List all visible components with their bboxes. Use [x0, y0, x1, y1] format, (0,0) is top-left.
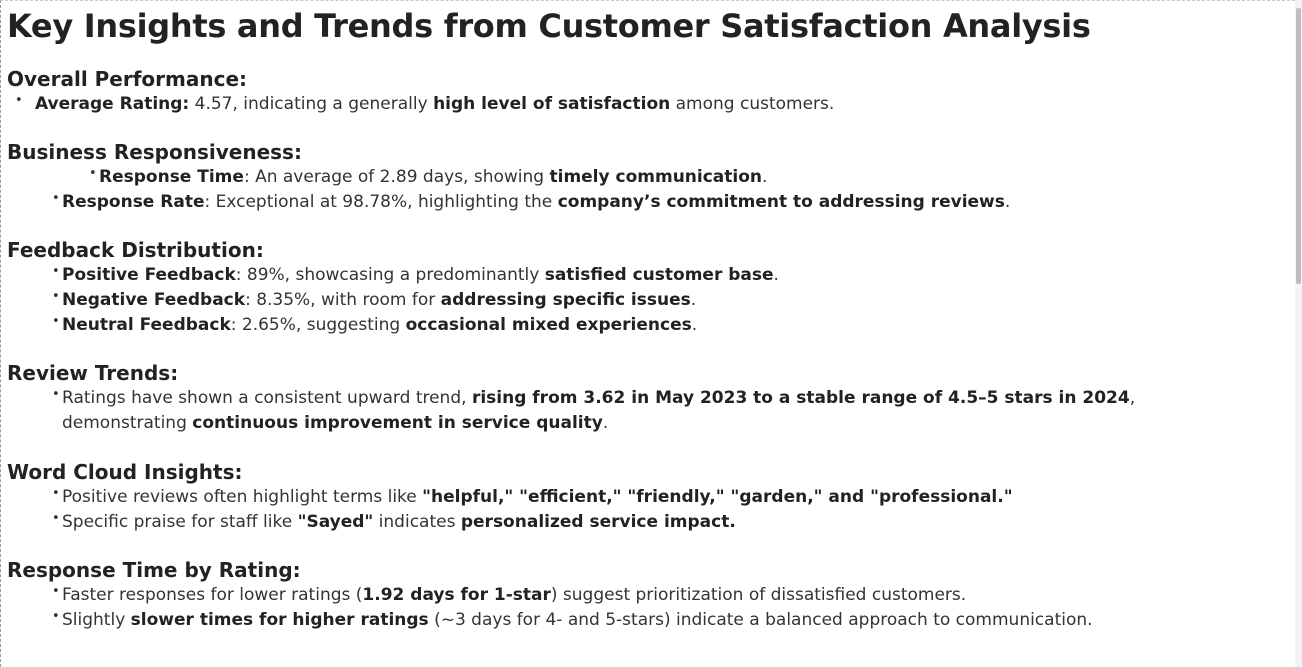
body-text: .: [690, 290, 697, 310]
bullet-icon: •: [89, 166, 97, 181]
bullet-list: • Positive Feedback: 89%, showcasing a pr…: [7, 263, 1292, 338]
section-heading: Overall Performance:: [7, 67, 248, 91]
emphasis-text: Neutral Feedback: [62, 315, 231, 335]
bullet-icon: •: [52, 387, 60, 402]
body-text: Specific praise for staff like: [62, 512, 298, 532]
emphasis-text: Negative Feedback: [62, 290, 246, 310]
emphasis-text: Average Rating:: [35, 94, 190, 114]
bullet-icon: •: [52, 264, 60, 279]
emphasis-text: occasional mixed experiences: [405, 315, 692, 335]
emphasis-text: personalized service impact.: [460, 512, 736, 532]
section-heading: Business Responsiveness:: [7, 140, 302, 164]
bullet-icon: •: [52, 289, 60, 304]
list-item: • Response Rate: Exceptional at 98.78%, h…: [7, 190, 1292, 215]
emphasis-text: high level of satisfaction: [433, 94, 671, 114]
section-review-trends: Review Trends: • Ratings have shown a con…: [7, 360, 1292, 436]
emphasis-text: Response Rate: [62, 192, 205, 212]
bullet-icon: •: [15, 93, 23, 108]
body-text: Positive reviews often highlight terms l…: [62, 487, 423, 507]
emphasis-text: continuous improvement in service qualit…: [192, 413, 603, 433]
body-text: Slightly: [62, 610, 131, 630]
section-business-responsiveness: Business Responsiveness: • Response Time:…: [7, 139, 1292, 215]
body-text: Faster responses for lower ratings (: [62, 585, 363, 605]
emphasis-text: Response Time: [99, 167, 244, 187]
bullet-list: • Positive reviews often highlight terms …: [7, 485, 1292, 535]
section-word-cloud-insights: Word Cloud Insights: • Positive reviews o…: [7, 459, 1292, 535]
emphasis-text: addressing specific issues: [440, 290, 691, 310]
bullet-icon: •: [52, 584, 60, 599]
list-item: • Negative Feedback: 8.35%, with room for…: [7, 288, 1292, 313]
section-overall-performance: Overall Performance: • Average Rating: 4.…: [7, 66, 1292, 117]
emphasis-text: slower times for higher ratings: [130, 610, 429, 630]
body-text: : 8.35%, with room for: [245, 290, 441, 310]
bullet-list: • Response Time: An average of 2.89 days,…: [7, 165, 1292, 215]
bullet-icon: •: [52, 191, 60, 206]
body-text: ) suggest prioritization of dissatisfied…: [550, 585, 967, 605]
bullet-icon: •: [52, 314, 60, 329]
body-text: among customers.: [670, 94, 835, 114]
list-item: • Neutral Feedback: 2.65%, suggesting occ…: [7, 313, 1292, 338]
document-content: Key Insights and Trends from Customer Sa…: [7, 6, 1292, 46]
section-heading: Word Cloud Insights:: [7, 460, 243, 484]
list-item: • Response Time: An average of 2.89 days,…: [7, 165, 1292, 190]
list-item: • Positive reviews often highlight terms …: [7, 485, 1292, 510]
section-heading: Review Trends:: [7, 361, 179, 385]
section-heading: Response Time by Rating:: [7, 558, 301, 582]
body-text: 4.57, indicating a generally: [189, 94, 434, 114]
scrollbar-thumb[interactable]: [1296, 8, 1301, 284]
body-text: .: [691, 315, 698, 335]
emphasis-text: satisfied customer base: [544, 265, 774, 285]
list-item: • Positive Feedback: 89%, showcasing a pr…: [7, 263, 1292, 288]
body-text: indicates: [373, 512, 461, 532]
list-item: • Slightly slower times for higher rating…: [7, 608, 1292, 633]
bullet-list: • Faster responses for lower ratings (1.9…: [7, 583, 1292, 633]
body-text: : 89%, showcasing a predominantly: [235, 265, 545, 285]
emphasis-text: "Sayed": [297, 512, 374, 532]
list-item: • Faster responses for lower ratings (1.9…: [7, 583, 1292, 608]
section-heading: Feedback Distribution:: [7, 238, 264, 262]
list-item: • Average Rating: 4.57, indicating a gene…: [7, 92, 1292, 117]
body-text: , demonstrating: [62, 388, 1136, 433]
body-text: .: [1004, 192, 1011, 212]
list-item: • Specific praise for staff like "Sayed" …: [7, 510, 1292, 535]
section-response-time-by-rating: Response Time by Rating: • Faster respons…: [7, 557, 1292, 633]
bullet-icon: •: [52, 486, 60, 501]
bullet-icon: •: [52, 511, 60, 526]
body-text: .: [602, 413, 609, 433]
emphasis-text: company’s commitment to addressing revie…: [557, 192, 1005, 212]
body-text: .: [762, 167, 768, 187]
emphasis-text: timely communication: [549, 167, 763, 187]
list-item: • Ratings have shown a consistent upward …: [7, 386, 1222, 436]
page-title: Key Insights and Trends from Customer Sa…: [7, 7, 1091, 45]
body-text: : 2.65%, suggesting: [230, 315, 406, 335]
body-text: : An average of 2.89 days, showing: [243, 167, 550, 187]
vertical-scrollbar[interactable]: [1295, 0, 1302, 667]
body-text: : Exceptional at 98.78%, highlighting th…: [204, 192, 558, 212]
bullet-icon: •: [52, 609, 60, 624]
bullet-list: • Average Rating: 4.57, indicating a gene…: [7, 92, 1292, 117]
body-text: Ratings have shown a consistent upward t…: [62, 388, 472, 408]
bullet-list: • Ratings have shown a consistent upward …: [7, 386, 1292, 436]
body-text: .: [773, 265, 779, 285]
emphasis-text: rising from 3.62 in May 2023 to a stable…: [471, 388, 1130, 408]
emphasis-text: Positive Feedback: [62, 265, 236, 285]
emphasis-text: 1.92 days for 1-star: [362, 585, 551, 605]
section-feedback-distribution: Feedback Distribution: • Positive Feedbac…: [7, 237, 1292, 338]
body-text: (~3 days for 4- and 5-stars) indicate a …: [428, 610, 1093, 630]
emphasis-text: "helpful," "efficient," "friendly," "gar…: [422, 487, 1013, 507]
